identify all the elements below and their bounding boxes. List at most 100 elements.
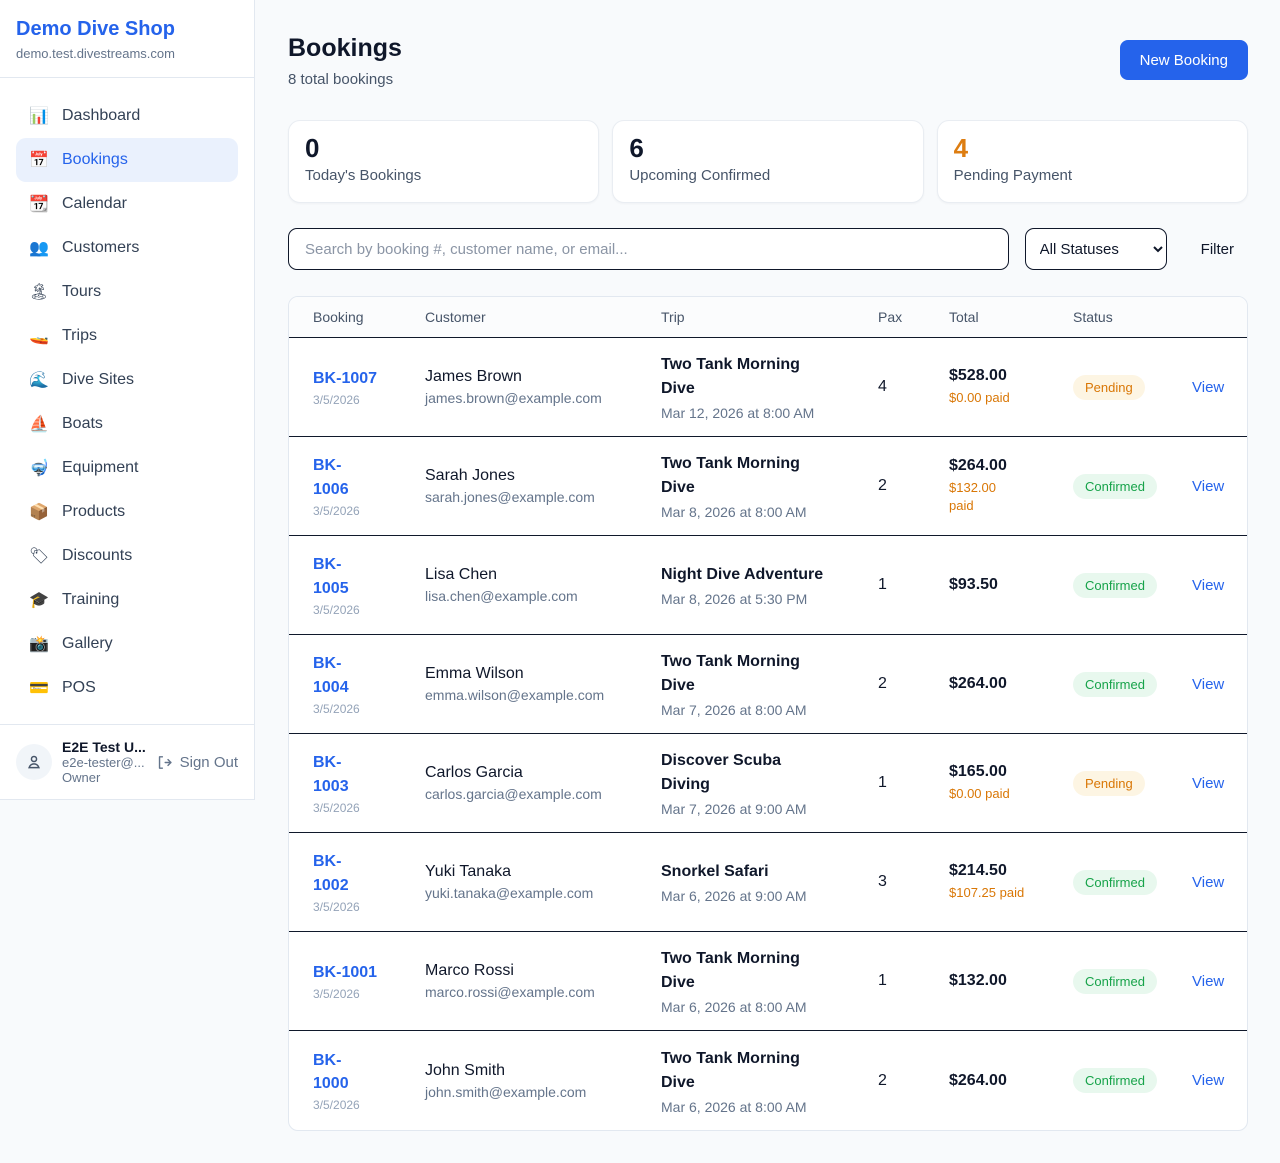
stat-label: Upcoming Confirmed bbox=[629, 166, 771, 184]
status-badge: Pending bbox=[1073, 770, 1145, 796]
sidebar-item-label: Customers bbox=[62, 239, 140, 256]
sidebar-nav: 📊 Dashboard 📅 Bookings 📆 Calendar 👥 Cust… bbox=[0, 78, 254, 724]
trip-datetime: Mar 6, 2026 at 8:00 AM bbox=[661, 999, 807, 1015]
sidebar-item-bookings[interactable]: 📅 Bookings bbox=[16, 138, 238, 182]
filter-button[interactable]: Filter bbox=[1200, 240, 1234, 258]
trip-datetime: Mar 6, 2026 at 9:00 AM bbox=[661, 888, 807, 904]
view-link[interactable]: View bbox=[1192, 873, 1225, 891]
booking-id-link[interactable]: BK- 1002 bbox=[313, 853, 349, 894]
customer-email: lisa.chen@example.com bbox=[425, 588, 578, 604]
status-badge: Confirmed bbox=[1073, 968, 1157, 994]
sign-out-label: Sign Out bbox=[179, 753, 238, 771]
status-badge: Confirmed bbox=[1073, 473, 1157, 499]
customer-email: sarah.jones@example.com bbox=[425, 489, 595, 505]
sidebar-item-discounts[interactable]: 🏷 Discounts bbox=[16, 534, 238, 578]
status-badge: Confirmed bbox=[1073, 572, 1157, 598]
booking-date: 3/5/2026 bbox=[313, 899, 360, 914]
paid-amount: $107.25 paid bbox=[949, 884, 1025, 900]
booking-id-link[interactable]: BK- 1005 bbox=[313, 556, 349, 597]
view-link[interactable]: View bbox=[1192, 774, 1225, 792]
table-row: BK-1007 3/5/2026 James Brown james.brown… bbox=[289, 338, 1247, 437]
sidebar: Demo Dive Shop demo.test.divestreams.com… bbox=[0, 0, 255, 800]
total-amount: $132.00 bbox=[949, 972, 1007, 989]
status-badge: Confirmed bbox=[1073, 671, 1157, 697]
paid-amount: $0.00 paid bbox=[949, 389, 1010, 405]
page-title: Bookings bbox=[288, 34, 402, 62]
stat-label: Pending Payment bbox=[953, 166, 1073, 184]
stat-value: 4 bbox=[953, 133, 969, 163]
trip-datetime: Mar 8, 2026 at 5:30 PM bbox=[661, 591, 808, 607]
new-booking-button[interactable]: New Booking bbox=[1119, 40, 1248, 80]
credit-card-icon: 💳 bbox=[29, 680, 49, 697]
user-email: e2e-tester@... bbox=[62, 755, 145, 770]
sidebar-item-dive-sites[interactable]: 🌊 Dive Sites bbox=[16, 358, 238, 402]
trip-name: Discover Scuba Diving bbox=[661, 752, 782, 793]
sidebar-item-products[interactable]: 📦 Products bbox=[16, 490, 238, 534]
sidebar-item-calendar[interactable]: 📆 Calendar bbox=[16, 182, 238, 226]
view-link[interactable]: View bbox=[1192, 477, 1225, 495]
status-filter-select[interactable]: All Statuses bbox=[1024, 228, 1167, 270]
view-link[interactable]: View bbox=[1192, 972, 1225, 990]
pax-count: 3 bbox=[878, 873, 887, 890]
booking-date: 3/5/2026 bbox=[313, 987, 360, 1002]
booking-date: 3/5/2026 bbox=[313, 602, 360, 617]
trip-name: Two Tank Morning Dive bbox=[661, 1049, 800, 1091]
view-link[interactable]: View bbox=[1192, 576, 1225, 594]
wave-icon: 🌊 bbox=[29, 372, 49, 389]
sidebar-item-label: Gallery bbox=[62, 635, 113, 652]
booking-id-link[interactable]: BK-1007 bbox=[313, 369, 378, 387]
status-badge: Pending bbox=[1073, 374, 1145, 400]
sidebar-item-training[interactable]: 🎓 Training bbox=[16, 578, 238, 622]
customer-email: carlos.garcia@example.com bbox=[425, 786, 602, 802]
table-row: BK- 1005 3/5/2026 Lisa Chen lisa.chen@ex… bbox=[289, 536, 1247, 635]
user-name: E2E Test U... bbox=[62, 739, 146, 755]
sidebar-item-customers[interactable]: 👥 Customers bbox=[16, 226, 238, 270]
sidebar-item-dashboard[interactable]: 📊 Dashboard bbox=[16, 94, 238, 138]
customer-email: john.smith@example.com bbox=[425, 1083, 587, 1100]
booking-id-link[interactable]: BK- 1006 bbox=[313, 457, 349, 498]
pax-count: 1 bbox=[878, 774, 887, 791]
sidebar-item-pos[interactable]: 💳 POS bbox=[16, 666, 238, 710]
booking-id-link[interactable]: BK- 1003 bbox=[313, 754, 349, 795]
trip-name: Two Tank Morning Dive bbox=[661, 653, 800, 694]
sidebar-item-label: Equipment bbox=[62, 459, 139, 476]
trip-name: Two Tank Morning Dive bbox=[661, 950, 800, 991]
booking-id-link[interactable]: BK- 1000 bbox=[313, 1051, 349, 1092]
people-icon: 👥 bbox=[29, 240, 49, 257]
sidebar-item-equipment[interactable]: 🤿 Equipment bbox=[16, 446, 238, 490]
col-pax: Pax bbox=[878, 309, 903, 325]
col-booking: Booking bbox=[313, 309, 364, 325]
sidebar-item-tours[interactable]: 🏝 Tours bbox=[16, 270, 238, 314]
trip-name: Two Tank Morning Dive bbox=[661, 455, 800, 496]
logout-icon bbox=[158, 755, 172, 769]
customer-email: emma.wilson@example.com bbox=[425, 687, 605, 703]
user-section: E2E Test U... e2e-tester@... Owner Sign … bbox=[0, 724, 254, 799]
sidebar-item-gallery[interactable]: 📸 Gallery bbox=[16, 622, 238, 666]
search-input[interactable] bbox=[288, 228, 1009, 270]
view-link[interactable]: View bbox=[1192, 378, 1225, 396]
customer-name: John Smith bbox=[425, 1061, 506, 1079]
booking-id-link[interactable]: BK- 1004 bbox=[313, 655, 349, 696]
bar-chart-icon: 📊 bbox=[29, 108, 49, 125]
stat-card: 4 Pending Payment bbox=[936, 120, 1248, 203]
status-badge: Confirmed bbox=[1073, 869, 1157, 895]
view-link[interactable]: View bbox=[1192, 1072, 1225, 1089]
total-amount: $528.00 bbox=[949, 366, 1007, 384]
col-total: Total bbox=[949, 309, 979, 325]
sidebar-item-boats[interactable]: ⛵ Boats bbox=[16, 402, 238, 446]
trip-datetime: Mar 6, 2026 at 8:00 AM bbox=[661, 1098, 807, 1115]
table-row: BK- 1003 3/5/2026 Carlos Garcia carlos.g… bbox=[289, 734, 1247, 833]
sidebar-item-label: Bookings bbox=[62, 151, 128, 168]
stat-label: Today's Bookings bbox=[305, 166, 422, 184]
booking-id-link[interactable]: BK-1001 bbox=[313, 963, 378, 981]
sign-out-button[interactable]: Sign Out bbox=[156, 754, 238, 771]
stat-value: 0 bbox=[305, 133, 320, 163]
table-row: BK- 1004 3/5/2026 Emma Wilson emma.wilso… bbox=[289, 635, 1247, 734]
sidebar-item-trips[interactable]: 🚤 Trips bbox=[16, 314, 238, 358]
total-amount: $264.00 bbox=[949, 675, 1007, 692]
pax-count: 2 bbox=[878, 675, 887, 692]
pax-count: 4 bbox=[878, 378, 887, 395]
view-link[interactable]: View bbox=[1192, 675, 1225, 693]
customer-email: james.brown@example.com bbox=[425, 390, 602, 406]
sailboat-icon: ⛵ bbox=[29, 416, 49, 433]
